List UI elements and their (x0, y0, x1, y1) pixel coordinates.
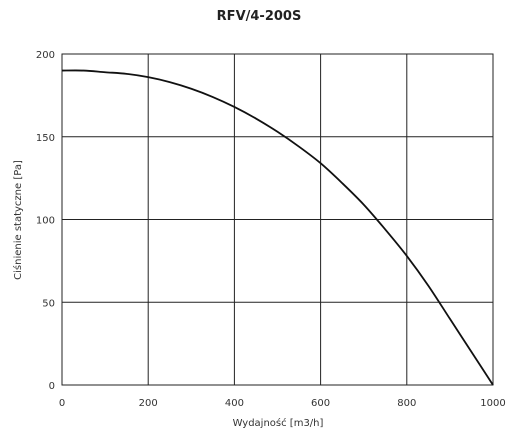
y-tick-label: 150 (36, 133, 55, 144)
chart-title: RFV/4-200S (217, 9, 302, 24)
y-tick-label: 100 (36, 216, 55, 227)
x-axis-ticks: 0 200 400 600 800 1000 (59, 398, 506, 409)
x-tick-label: 400 (225, 398, 244, 409)
x-tick-label: 600 (311, 398, 330, 409)
y-axis-ticks: 0 50 100 150 200 (36, 50, 55, 392)
x-tick-label: 200 (139, 398, 158, 409)
x-tick-label: 800 (397, 398, 416, 409)
x-axis-label: Wydajność [m3/h] (233, 417, 324, 429)
y-tick-label: 50 (42, 298, 55, 309)
grid (62, 54, 493, 385)
x-tick-label: 0 (59, 398, 65, 409)
x-tick-label: 1000 (480, 398, 505, 409)
plot-area (61, 53, 494, 386)
y-tick-label: 200 (36, 50, 55, 61)
series-line (61, 69, 494, 386)
y-axis-label: Ciśnienie statyczne [Pa] (12, 160, 24, 280)
y-tick-label: 0 (49, 381, 55, 392)
